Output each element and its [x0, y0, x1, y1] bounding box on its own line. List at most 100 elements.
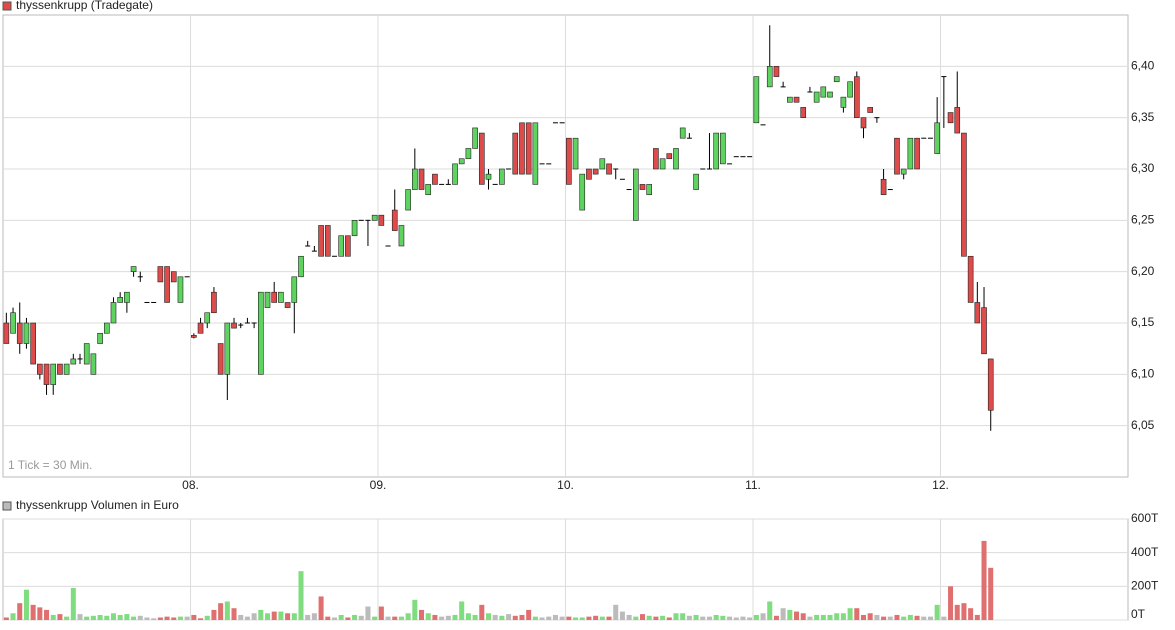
candle-body	[197, 322, 204, 334]
candle-body	[840, 96, 847, 108]
volume-bar	[17, 603, 23, 620]
candle-body	[157, 266, 164, 283]
volume-bar	[800, 613, 806, 620]
volume-bar	[465, 613, 471, 620]
volume-bar	[298, 571, 304, 620]
volume-bar	[10, 613, 16, 620]
candle-body	[713, 132, 719, 170]
candle-body	[432, 173, 438, 185]
volume-bar	[285, 613, 291, 620]
volume-bar	[566, 616, 572, 620]
candle-body	[298, 255, 304, 278]
volume-bar	[559, 616, 565, 620]
candle-body	[324, 225, 331, 257]
volume-bar	[901, 616, 907, 620]
candle-body	[900, 168, 907, 175]
candle-body	[398, 225, 405, 247]
volume-bar	[867, 613, 873, 620]
candle-body	[338, 235, 344, 257]
candle-body	[934, 122, 940, 154]
volume-bar	[814, 614, 820, 620]
candle-body	[720, 132, 726, 165]
volume-bar	[693, 614, 699, 620]
candle-body	[566, 137, 572, 185]
volume-bar	[499, 615, 505, 620]
candle-body	[907, 137, 914, 170]
volume-bar	[224, 601, 230, 620]
volume-bar	[854, 608, 860, 620]
candle-body	[425, 184, 432, 195]
volume-bar	[539, 617, 545, 620]
volume-bar	[834, 613, 840, 620]
volume-bar	[238, 614, 244, 620]
volume-bar	[57, 614, 63, 620]
volume-bar	[780, 608, 786, 620]
volume-bar	[613, 604, 619, 620]
volume-bar	[44, 609, 50, 620]
candle-body	[472, 127, 478, 149]
volume-bar	[948, 586, 954, 620]
volume-bar	[968, 608, 974, 620]
candle-body	[813, 91, 820, 103]
volume-bar	[847, 608, 853, 620]
candle-body	[666, 153, 673, 160]
candle-body	[860, 117, 867, 129]
candle-body	[351, 220, 358, 237]
candle-body	[191, 335, 197, 338]
volume-bar	[767, 601, 773, 620]
volume-bar	[184, 616, 190, 620]
candle-body	[519, 122, 525, 175]
volume-bar	[452, 614, 458, 620]
candle-body	[478, 132, 485, 185]
volume-bar	[70, 588, 76, 620]
x-tick-label: 10.	[557, 478, 574, 492]
candle-body	[853, 76, 860, 118]
volume-bar	[921, 616, 927, 620]
candle-body	[110, 302, 117, 324]
volume-bar	[552, 614, 558, 620]
candle-body	[97, 332, 103, 344]
candle-body	[30, 322, 36, 365]
volume-bar	[881, 616, 887, 620]
candle-body	[264, 291, 271, 308]
volume-bar	[807, 616, 813, 620]
y-tick-label: 600T	[1131, 511, 1159, 525]
volume-bar	[599, 616, 605, 620]
volume-bar	[894, 614, 900, 620]
volume-bar	[338, 614, 344, 620]
volume-bar	[961, 603, 967, 620]
candle-body	[532, 122, 539, 185]
volume-bar	[164, 616, 170, 620]
candle-body	[458, 158, 465, 165]
volume-bar	[124, 614, 130, 620]
x-tick-label: 08.	[182, 478, 199, 492]
volume-bar	[794, 611, 800, 620]
volume-bar	[941, 616, 947, 620]
volume-bar	[392, 616, 398, 620]
volume-bar	[412, 599, 418, 620]
volume-bar	[77, 614, 83, 620]
x-tick-label: 12.	[932, 478, 949, 492]
volume-bar	[385, 616, 391, 620]
legend-swatch	[2, 1, 12, 11]
candle-body	[90, 353, 97, 375]
candle-body	[258, 291, 264, 375]
candle-body	[947, 112, 954, 124]
volume-bar	[244, 616, 250, 620]
volume-bar	[773, 615, 779, 620]
volume-bar	[492, 614, 498, 620]
candle-body	[164, 266, 170, 303]
volume-bar	[218, 603, 224, 620]
volume-bar	[840, 613, 846, 620]
volume-bar	[110, 613, 117, 620]
candle-body	[63, 363, 70, 375]
candle-body	[633, 168, 639, 221]
volume-bar	[258, 609, 264, 620]
volume-bar	[653, 616, 659, 620]
volume-bar	[291, 613, 297, 620]
candle-body	[880, 178, 887, 195]
volume-bar	[157, 617, 163, 620]
candle-body	[3, 322, 10, 344]
candle-body	[981, 307, 987, 355]
